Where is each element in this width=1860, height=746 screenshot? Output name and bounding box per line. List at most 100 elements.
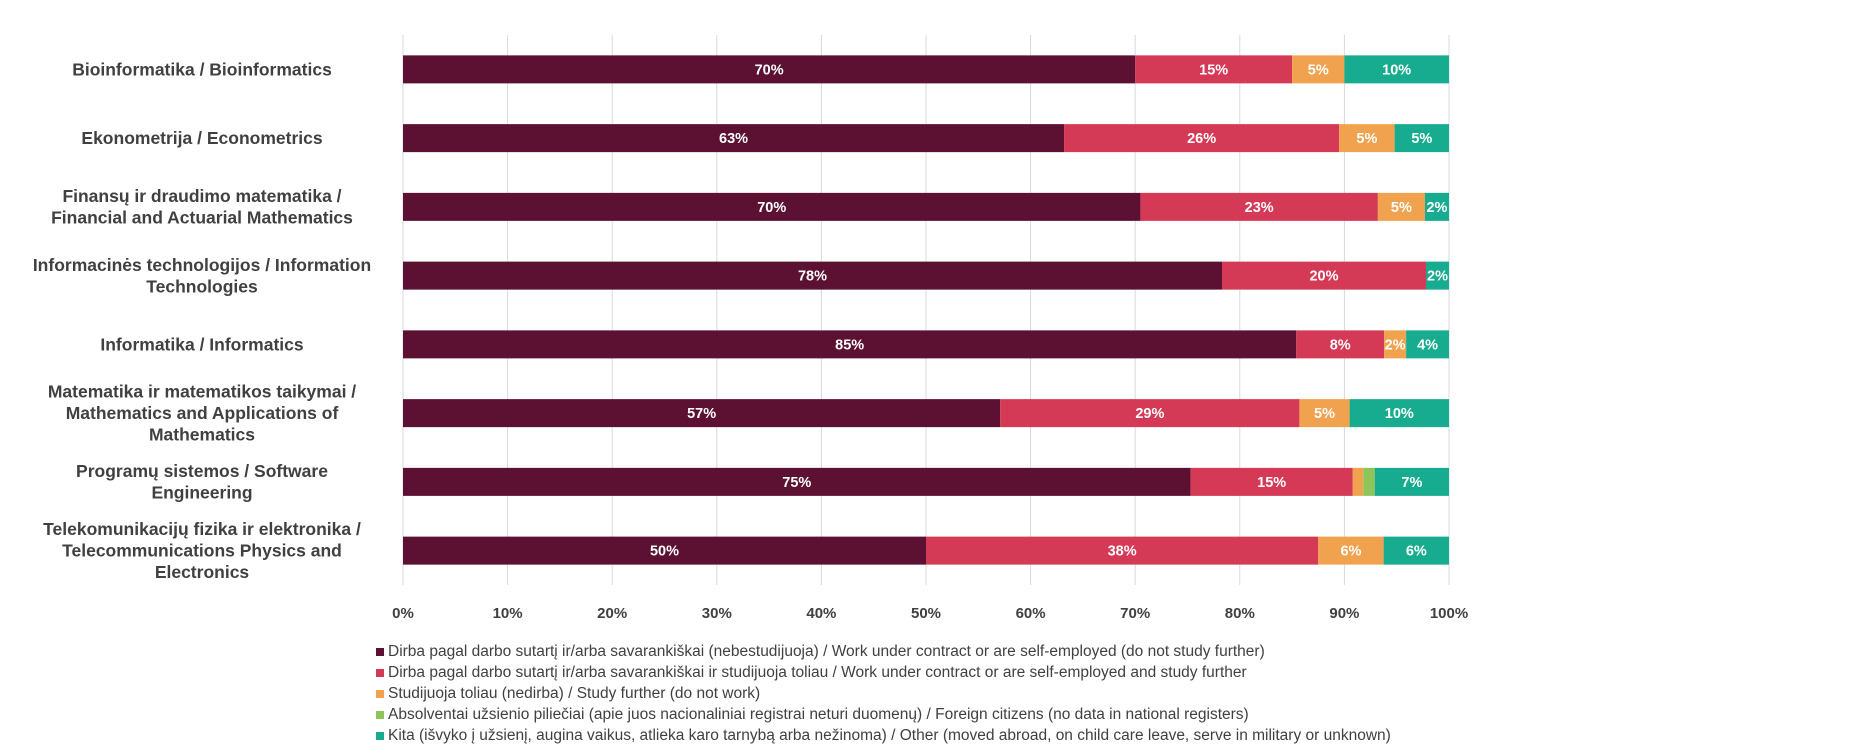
data-label: 85%: [835, 337, 864, 353]
category-label: Ekonometrija / Econometrics: [81, 128, 322, 148]
x-tick-label: 80%: [1225, 605, 1255, 622]
x-axis-tick-labels: 0% 10% 20% 30% 40% 50% 60% 70% 80% 90% 100%: [392, 605, 1468, 622]
bar-segment: [1344, 55, 1449, 84]
bar-segment: [1000, 399, 1300, 428]
bar-segment: [1318, 536, 1384, 565]
data-label: 5%: [1411, 131, 1432, 147]
category-label: Programų sistemos / Software Engineering: [76, 461, 328, 503]
bar-segment: [403, 124, 1065, 153]
legend-item: Kita (išvyko į užsienį, augina vaikus, a…: [376, 725, 1391, 746]
legend-swatch: [376, 689, 384, 698]
legend: Dirba pagal darbo sutartį ir/arba savara…: [376, 641, 1391, 746]
legend-label: Dirba pagal darbo sutartį ir/arba savara…: [388, 663, 1247, 681]
legend-item: Dirba pagal darbo sutartį ir/arba savara…: [376, 641, 1391, 662]
data-label: 70%: [755, 62, 784, 78]
bar-segment: [403, 192, 1141, 221]
bar-segment: [1349, 399, 1449, 428]
x-tick-label: 10%: [493, 605, 523, 622]
data-label: 5%: [1356, 131, 1377, 147]
data-label: 5%: [1308, 62, 1329, 78]
bar-segment: [403, 261, 1223, 290]
bar-segment: [1222, 261, 1426, 290]
legend-label: Dirba pagal darbo sutartį ir/arba savara…: [388, 642, 1265, 660]
bar-segment: [403, 399, 1001, 428]
data-label: 57%: [687, 406, 716, 422]
data-label: 5%: [1314, 406, 1335, 422]
data-label: 10%: [1382, 62, 1411, 78]
data-label: 70%: [757, 200, 786, 216]
bar-segment: [1064, 124, 1340, 153]
x-tick-label: 0%: [392, 605, 414, 622]
bar-segment: [1425, 261, 1449, 290]
legend-swatch: [376, 731, 384, 740]
category-labels: Bioinformatika / Bioinformatics Ekonometr…: [33, 59, 371, 582]
x-tick-label: 60%: [1016, 605, 1046, 622]
data-label: 15%: [1257, 475, 1286, 491]
category-label: Bioinformatika / Bioinformatics: [72, 59, 332, 79]
data-label: 63%: [719, 131, 748, 147]
x-tick-label: 70%: [1120, 605, 1150, 622]
legend-swatch: [376, 647, 384, 656]
x-tick-label: 20%: [597, 605, 627, 622]
bar-segment: [926, 536, 1319, 565]
data-label: 2%: [1385, 337, 1406, 353]
data-label: 2%: [1426, 200, 1447, 216]
bar-segment: [403, 330, 1297, 359]
bar-segment: [1352, 467, 1364, 496]
x-tick-label: 30%: [702, 605, 732, 622]
legend-swatch: [376, 710, 384, 719]
legend-label: Absolventai užsienio piliečiai (apie juo…: [388, 705, 1249, 723]
data-label: 50%: [650, 544, 679, 560]
legend-item: Absolventai užsienio piliečiai (apie juo…: [376, 704, 1391, 725]
data-label: 6%: [1340, 544, 1361, 560]
x-tick-label: 40%: [806, 605, 836, 622]
data-label: 26%: [1187, 131, 1216, 147]
legend-label: Kita (išvyko į užsienį, augina vaikus, a…: [388, 726, 1391, 744]
legend-item: Dirba pagal darbo sutartį ir/arba savara…: [376, 662, 1391, 683]
bar-segment: [1135, 55, 1293, 84]
category-label: Finansų ir draudimo matematika / Financia…: [51, 186, 353, 228]
bar-segment: [1292, 55, 1345, 84]
data-label: 5%: [1391, 200, 1412, 216]
bar-segment: [1299, 399, 1350, 428]
x-tick-label: 50%: [911, 605, 941, 622]
bar-segment: [1384, 330, 1407, 359]
legend-item: Studijuoja toliau (nedirba) / Study furt…: [376, 683, 1391, 704]
bar-segment: [1339, 124, 1395, 153]
data-label: 20%: [1309, 269, 1338, 285]
category-label: Informatika / Informatics: [100, 334, 304, 354]
data-label: 23%: [1245, 200, 1274, 216]
data-labels: 70% 15% 5% 10% 63% 26% 5% 5% 70% 23% 5% 2% 78% 20% 2% 8…: [650, 62, 1448, 559]
data-label: 7%: [1401, 475, 1422, 491]
x-tick-label: 90%: [1329, 605, 1359, 622]
bar-segment: [1140, 192, 1378, 221]
bar-segment: [1296, 330, 1385, 359]
grid-lines: [402, 35, 1450, 585]
bar-segment: [1374, 467, 1449, 496]
data-label: 10%: [1385, 406, 1414, 422]
category-label: Matematika ir matematikos taikymai / Math…: [48, 382, 356, 445]
bar-segment: [403, 467, 1191, 496]
x-tick-label: 100%: [1430, 605, 1468, 622]
data-label: 29%: [1135, 406, 1164, 422]
data-label: 78%: [798, 269, 827, 285]
bar-segment: [1394, 124, 1449, 153]
legend-swatch: [376, 668, 384, 677]
bar-segment: [1190, 467, 1353, 496]
bars: [403, 55, 1449, 565]
data-label: 8%: [1330, 337, 1351, 353]
bar-segment: [403, 536, 926, 565]
bar-segment: [403, 55, 1136, 84]
category-label: Informacinės technologijos / Information…: [33, 255, 371, 297]
bar-segment: [1424, 192, 1449, 221]
legend-label: Studijuoja toliau (nedirba) / Study furt…: [388, 684, 761, 702]
data-label: 15%: [1199, 62, 1228, 78]
bar-segment: [1363, 467, 1375, 496]
data-label: 6%: [1406, 544, 1427, 560]
bar-segment: [1406, 330, 1449, 359]
data-label: 4%: [1417, 337, 1438, 353]
bar-segment: [1383, 536, 1449, 565]
data-label: 75%: [782, 475, 811, 491]
bar-segment: [1377, 192, 1425, 221]
